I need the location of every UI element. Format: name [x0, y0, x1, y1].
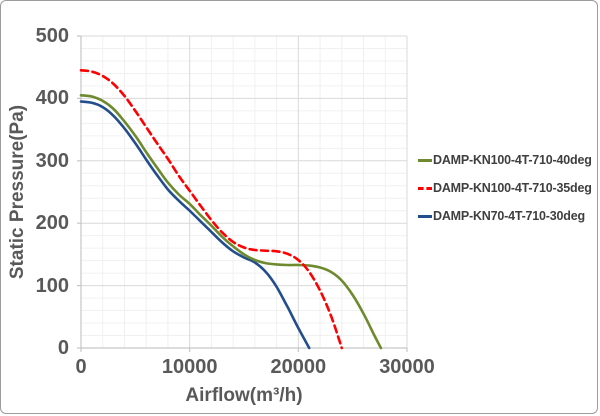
series-curve-DAMP-KN70-4T-710-30deg [79, 100, 311, 350]
legend-item: DAMP-KN70-4T-710-30deg [418, 202, 592, 230]
y-axis-title: Static Pressure(Pa) [7, 104, 28, 280]
legend-line-swatch [418, 214, 432, 218]
y-tick-label: 500 [35, 25, 69, 47]
legend-item: DAMP-KN100-4T-710-40deg [418, 146, 592, 174]
x-axis-title: Airflow(m³/h) [185, 385, 303, 406]
x-tick-label: 10000 [161, 356, 218, 378]
series-curve-DAMP-KN100-4T-710-35deg [79, 69, 344, 350]
series-curve-DAMP-KN100-4T-710-40deg [79, 94, 383, 350]
legend-label: DAMP-KN70-4T-710-30deg [433, 209, 585, 223]
y-tick-label: 300 [35, 149, 69, 172]
legend-label: DAMP-KN100-4T-710-40deg [433, 153, 592, 167]
y-tick-label: 200 [35, 212, 69, 235]
legend-label: DAMP-KN100-4T-710-35deg [433, 181, 592, 195]
x-tick-label: 30000 [379, 356, 435, 378]
x-tick-label: 20000 [270, 356, 327, 378]
x-tick-label: 0 [75, 356, 87, 378]
legend-item: DAMP-KN100-4T-710-35deg [418, 174, 592, 202]
y-tick-label: 100 [35, 274, 69, 297]
legend-line-swatch [418, 186, 432, 190]
legend-line-swatch [418, 158, 432, 162]
chart-legend: DAMP-KN100-4T-710-40deg DAMP-KN100-4T-710… [418, 146, 592, 230]
y-tick-label: 400 [35, 87, 69, 110]
y-tick-label: 0 [57, 337, 69, 359]
